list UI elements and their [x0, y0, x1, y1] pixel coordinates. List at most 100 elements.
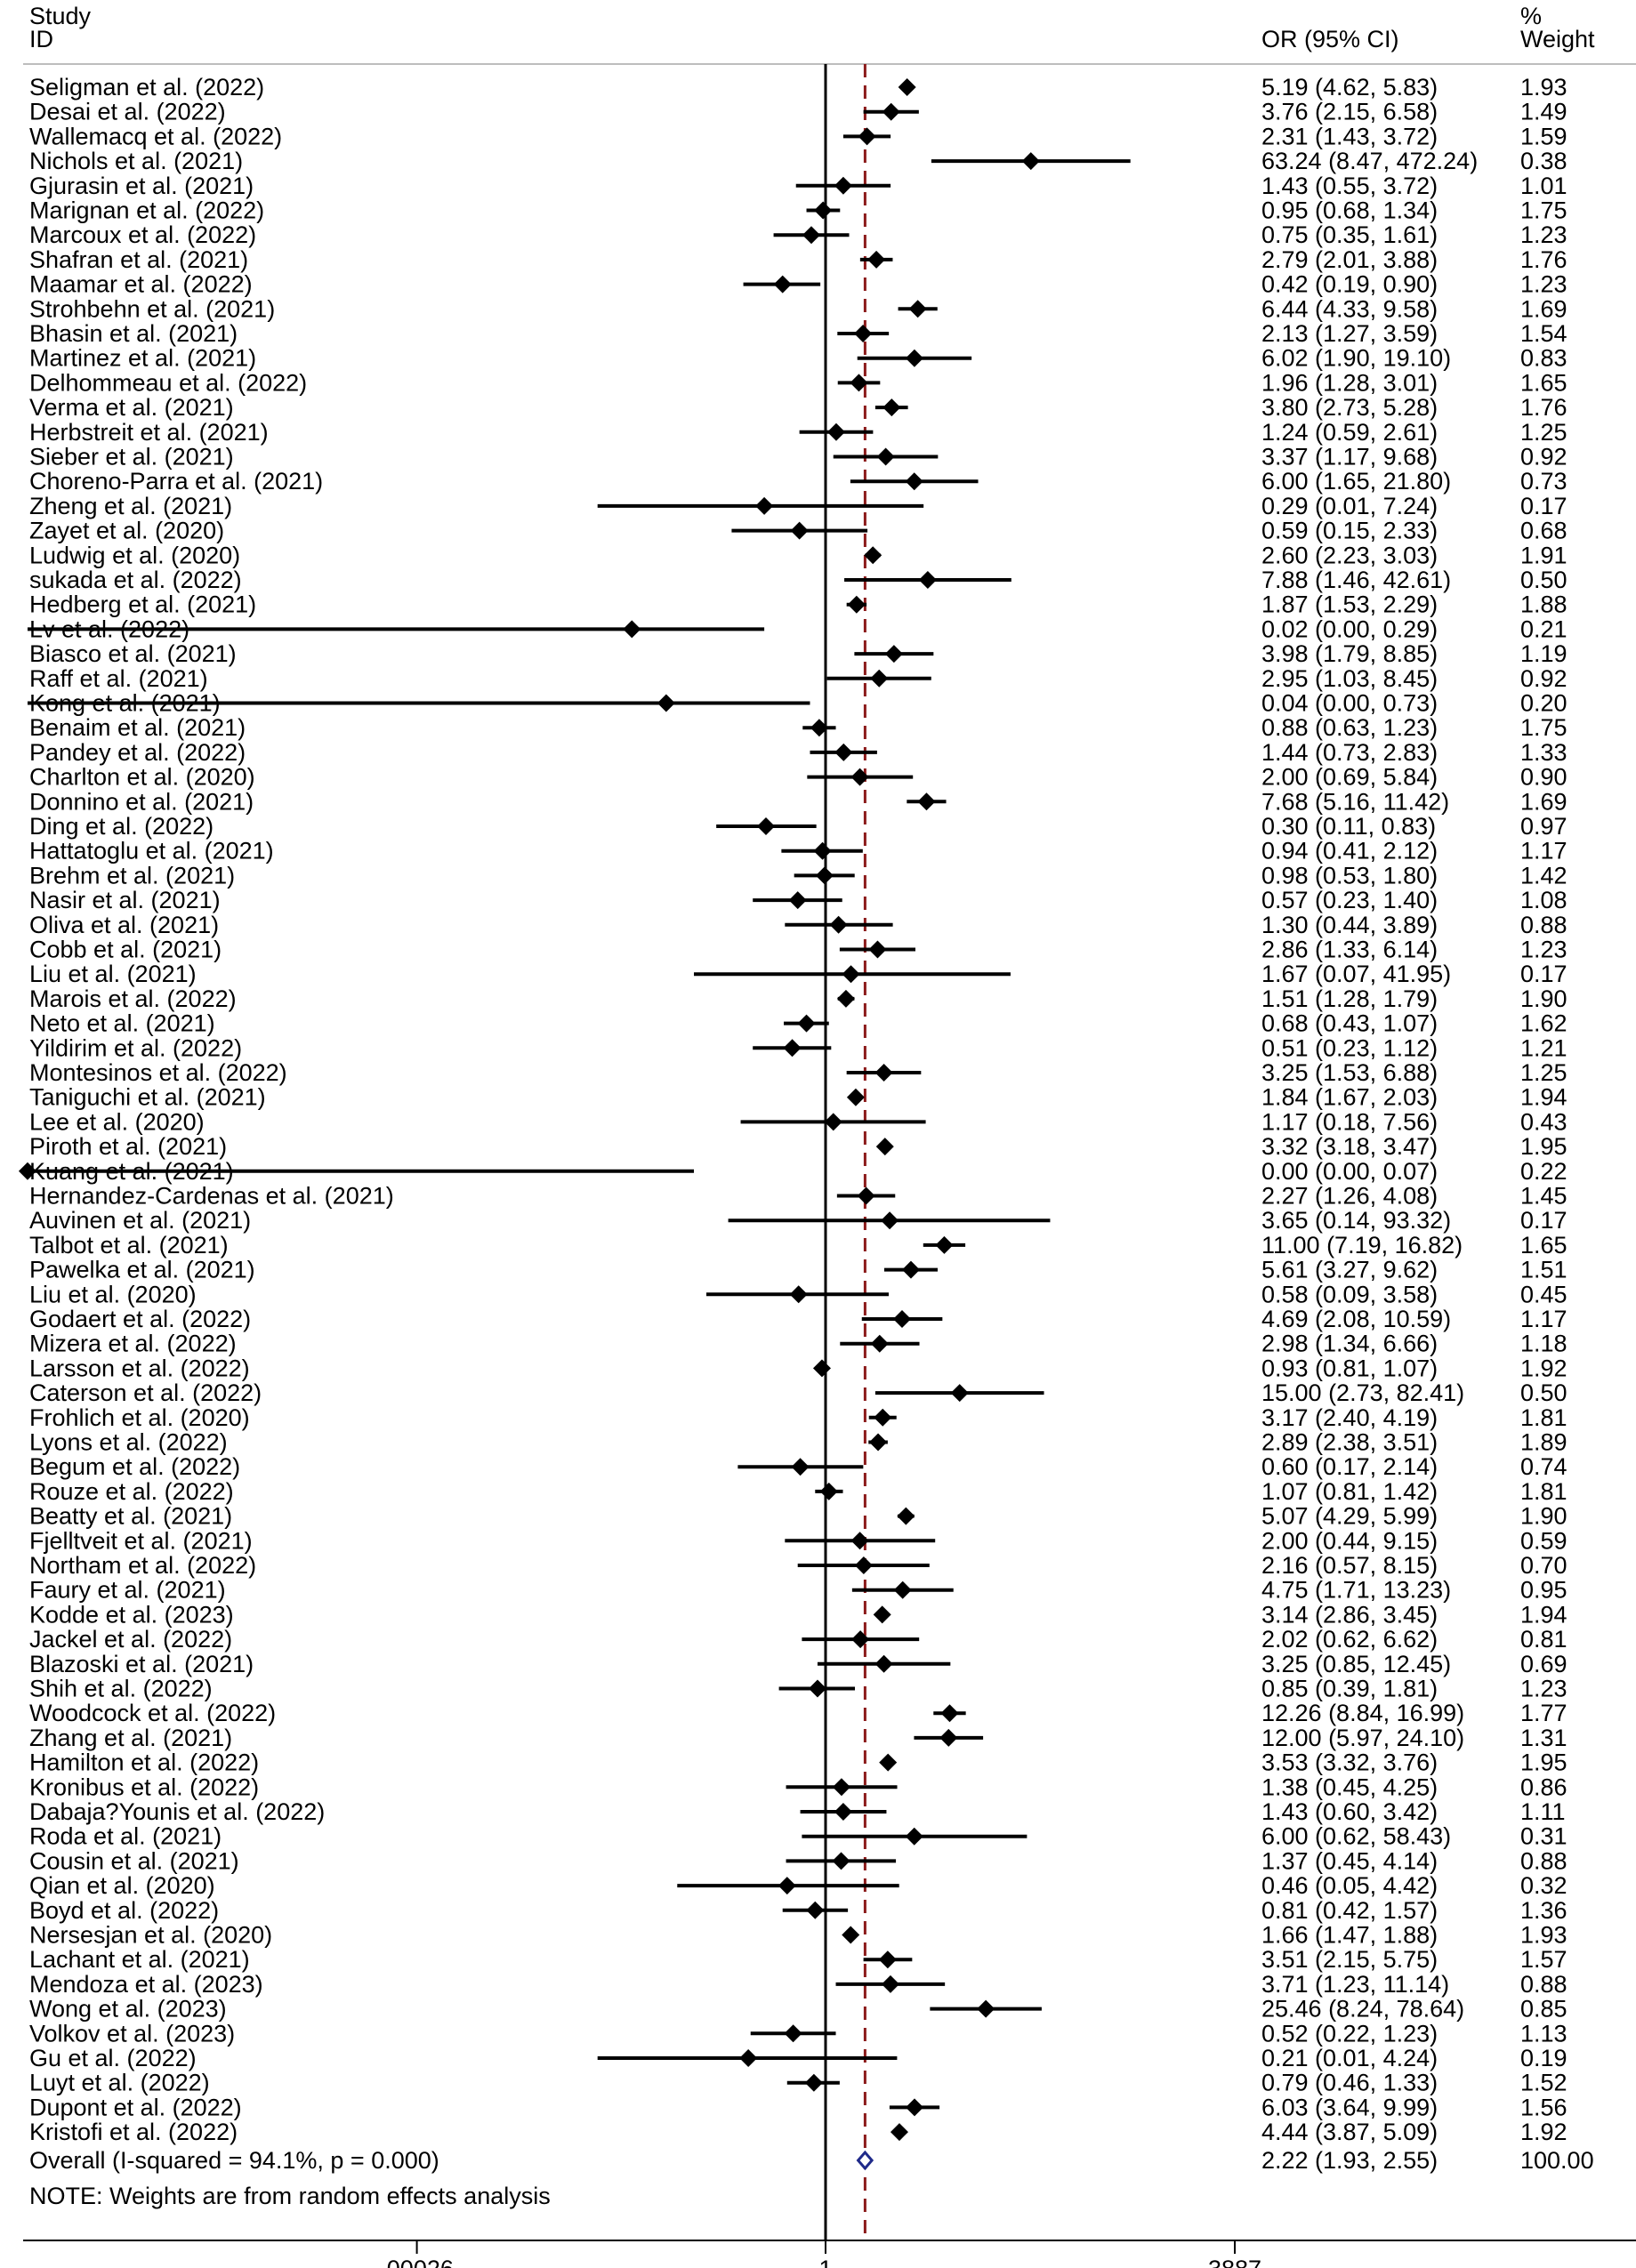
study-row: Talbot et al. (2021) 11.00 (7.19, 16.82) 1… [29, 1232, 1567, 1259]
study-point-estimate [868, 940, 887, 959]
study-point-estimate [850, 768, 869, 786]
study-ci-text: 0.60 (0.17, 2.14) [1261, 1453, 1438, 1480]
study-ci-text: 3.32 (3.18, 3.47) [1261, 1133, 1438, 1160]
study-weight: 0.97 [1520, 813, 1567, 840]
study-row: Wallemacq et al. (2022) 2.31 (1.43, 3.72)… [29, 123, 1567, 149]
study-weight: 1.01 [1520, 173, 1567, 199]
study-label: Nersesjan et al. (2020) [29, 1922, 272, 1949]
study-row: Cousin et al. (2021) 1.37 (0.45, 4.14) 0.8… [29, 1847, 1567, 1874]
overall-ci: 2.22 (1.93, 2.55) [1261, 2147, 1438, 2174]
study-ci-text: 0.81 (0.42, 1.57) [1261, 1897, 1438, 1924]
study-weight: 0.70 [1520, 1552, 1567, 1579]
study-row: Dabaja?Younis et al. (2022) 1.43 (0.60, 3… [29, 1798, 1566, 1825]
study-label: Beatty et al. (2021) [29, 1503, 232, 1530]
study-weight: 1.94 [1520, 1601, 1567, 1628]
study-label: Kristofi et al. (2022) [29, 2119, 238, 2145]
study-row: sukada et al. (2022) 7.88 (1.46, 42.61) 0.… [29, 567, 1567, 593]
study-label: Mendoza et al. (2023) [29, 1971, 263, 1998]
study-ci-text: 0.57 (0.23, 1.40) [1261, 887, 1438, 913]
study-point-estimate [858, 127, 876, 146]
study-ci-text: 0.95 (0.68, 1.34) [1261, 197, 1438, 224]
study-weight: 0.17 [1520, 961, 1567, 987]
study-row: Frohlich et al. (2020) 3.17 (2.40, 4.19) 1… [29, 1404, 1567, 1431]
study-label: Bhasin et al. (2021) [29, 320, 238, 347]
study-weight: 1.69 [1520, 295, 1567, 322]
study-point-estimate [918, 571, 937, 589]
study-ci-text: 1.37 (0.45, 4.14) [1261, 1847, 1438, 1874]
study-label: Hedberg et al. (2021) [29, 591, 256, 618]
study-label: Marcoux et al. (2022) [29, 221, 256, 248]
study-row: Shih et al. (2022) 0.85 (0.39, 1.81) 1.23 [29, 1676, 1567, 1702]
study-row: Godaert et al. (2022) 4.69 (2.08, 10.59) 1… [29, 1306, 1567, 1332]
study-point-estimate [881, 1211, 899, 1230]
study-ci-text: 1.66 (1.47, 1.88) [1261, 1922, 1438, 1949]
study-row: Ding et al. (2022) 0.30 (0.11, 0.83) 0.97 [29, 813, 1567, 840]
study-weight: 1.90 [1520, 1503, 1567, 1530]
study-weight: 0.43 [1520, 1108, 1567, 1135]
study-point-estimate [832, 1852, 850, 1870]
study-point-estimate [874, 1408, 892, 1427]
study-label: Woodcock et al. (2022) [29, 1700, 276, 1726]
study-ci-text: 25.46 (8.24, 78.64) [1261, 1996, 1464, 2023]
study-point-estimate [813, 841, 832, 860]
study-point-estimate [870, 1334, 889, 1353]
study-weight: 1.65 [1520, 1232, 1567, 1259]
study-weight: 1.65 [1520, 369, 1567, 396]
study-row: Hamilton et al. (2022) 3.53 (3.32, 3.76) 1… [29, 1749, 1567, 1776]
study-point-estimate [850, 1532, 869, 1550]
study-point-estimate [905, 349, 923, 367]
study-weight: 1.31 [1520, 1725, 1567, 1751]
study-point-estimate [881, 1974, 899, 1993]
study-ci-text: 1.43 (0.55, 3.72) [1261, 173, 1438, 199]
study-row: Woodcock et al. (2022) 12.26 (8.84, 16.99… [29, 1700, 1567, 1726]
study-point-estimate [901, 1260, 920, 1279]
study-point-estimate [797, 1014, 816, 1033]
study-ci-text: 0.21 (0.01, 4.24) [1261, 2045, 1438, 2071]
study-label: sukada et al. (2022) [29, 567, 242, 593]
study-weight: 1.52 [1520, 2070, 1567, 2096]
study-point-estimate [882, 102, 900, 121]
study-label: Herbstreit et al. (2021) [29, 419, 269, 446]
study-point-estimate [783, 1039, 802, 1058]
study-weight: 1.90 [1520, 985, 1567, 1012]
study-weight: 0.22 [1520, 1158, 1567, 1185]
study-ci-text: 3.17 (2.40, 4.19) [1261, 1404, 1438, 1431]
study-label: Oliva et al. (2021) [29, 912, 219, 938]
study-label: Seligman et al. (2022) [29, 74, 264, 101]
study-point-estimate [836, 989, 855, 1008]
study-point-estimate [854, 1556, 873, 1574]
study-row: Charlton et al. (2020) 2.00 (0.69, 5.84) 0… [29, 764, 1567, 791]
study-label: Desai et al. (2022) [29, 99, 226, 125]
study-label: Lyons et al. (2022) [29, 1429, 228, 1456]
study-point-estimate [884, 645, 903, 664]
study-row: Lyons et al. (2022) 2.89 (2.38, 3.51) 1.89 [29, 1429, 1567, 1456]
study-point-estimate [790, 521, 809, 540]
study-ci-text: 63.24 (8.47, 472.24) [1261, 148, 1478, 174]
study-point-estimate [874, 1064, 893, 1082]
study-point-estimate [950, 1384, 969, 1403]
study-ci-text: 2.13 (1.27, 3.59) [1261, 320, 1438, 347]
header-ci: OR (95% CI) [1261, 26, 1399, 52]
study-point-estimate [908, 300, 927, 318]
study-label: Lachant et al. (2021) [29, 1946, 250, 1973]
study-row: Strohbehn et al. (2021) 6.44 (4.33, 9.58)… [29, 295, 1567, 322]
study-ci-text: 1.44 (0.73, 2.83) [1261, 739, 1438, 766]
x-tick-label: 3887 [1208, 2256, 1261, 2268]
study-weight: 1.77 [1520, 1700, 1567, 1726]
study-row: Verma et al. (2021) 3.80 (2.73, 5.28) 1.76 [29, 394, 1567, 421]
study-ci-text: 1.51 (1.28, 1.79) [1261, 985, 1438, 1012]
study-point-estimate [977, 1999, 995, 2018]
study-row: Nasir et al. (2021) 0.57 (0.23, 1.40) 1.08 [29, 887, 1567, 913]
study-label: Pandey et al. (2022) [29, 739, 246, 766]
study-label: Volkov et al. (2023) [29, 2020, 235, 2047]
study-label: Piroth et al. (2021) [29, 1133, 227, 1160]
study-row: Hattatoglu et al. (2021) 0.94 (0.41, 2.12… [29, 838, 1567, 865]
study-ci-text: 0.51 (0.23, 1.12) [1261, 1034, 1438, 1061]
study-ci-text: 5.19 (4.62, 5.83) [1261, 74, 1438, 101]
study-label: Hernandez-Cardenas et al. (2021) [29, 1183, 394, 1210]
study-label: Martinez et al. (2021) [29, 345, 256, 372]
study-weight: 1.13 [1520, 2020, 1567, 2047]
study-ci-text: 7.88 (1.46, 42.61) [1261, 567, 1451, 593]
study-ci-text: 2.00 (0.69, 5.84) [1261, 764, 1438, 791]
study-ci-text: 2.98 (1.34, 6.66) [1261, 1331, 1438, 1357]
